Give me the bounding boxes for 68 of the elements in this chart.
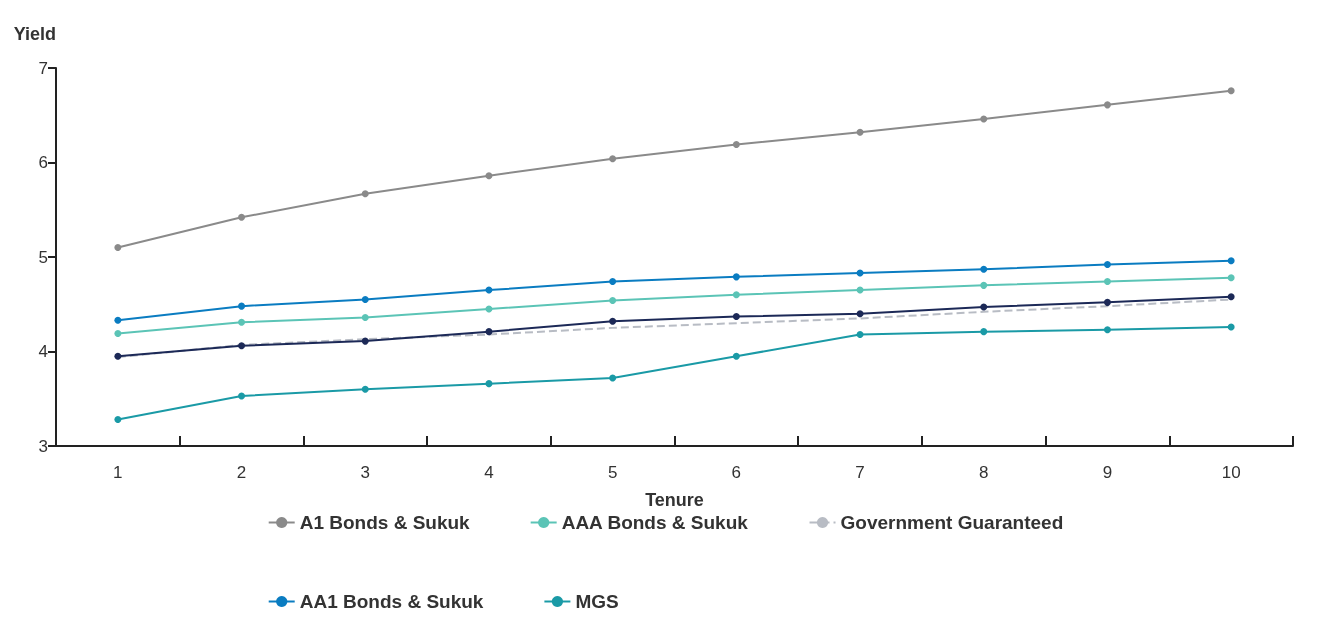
- legend-label: A1 Bonds & Sukuk: [299, 512, 471, 533]
- point: [1103, 326, 1111, 334]
- point: [114, 352, 122, 360]
- point: [609, 155, 617, 163]
- point: [856, 330, 864, 338]
- x-tick-label: 2: [236, 463, 247, 482]
- point: [361, 296, 369, 304]
- point: [238, 392, 246, 400]
- point: [1103, 101, 1111, 109]
- y-tick-label: 4: [38, 342, 48, 361]
- point: [856, 310, 864, 318]
- point: [1227, 293, 1235, 301]
- x-axis-title: Tenure: [645, 490, 704, 510]
- x-tick-label: 10: [1221, 463, 1241, 482]
- point: [238, 318, 246, 326]
- y-axis-title: Yield: [13, 24, 56, 44]
- point: [732, 313, 740, 321]
- point: [1227, 323, 1235, 331]
- y-tick-label: 3: [38, 436, 48, 456]
- y-tick-label: 7: [38, 58, 48, 78]
- legend-label: AA1 Bonds & Sukuk: [299, 591, 484, 612]
- x-tick-label: 8: [979, 463, 989, 482]
- point: [238, 342, 246, 350]
- point: [114, 316, 122, 324]
- x-tick-label: 9: [1102, 463, 1113, 482]
- point: [732, 141, 740, 149]
- point: [980, 303, 988, 311]
- y-tick-label: 6: [38, 153, 48, 172]
- legend-label: AAA Bonds & Sukuk: [561, 512, 749, 533]
- point: [980, 281, 988, 289]
- point: [609, 317, 617, 325]
- point: [114, 244, 122, 252]
- point: [361, 313, 369, 321]
- legend-label: Government Guaranteed: [840, 512, 1064, 533]
- point: [485, 328, 493, 336]
- point: [114, 416, 122, 424]
- point: [732, 273, 740, 281]
- point: [609, 278, 617, 286]
- x-tick-label: 7: [855, 463, 865, 482]
- point: [609, 296, 617, 304]
- point: [238, 213, 246, 221]
- point: [980, 265, 988, 273]
- y-tick-label: 5: [38, 247, 48, 267]
- point: [1103, 261, 1111, 269]
- point: [980, 115, 988, 123]
- legend-label: MGS: [575, 591, 619, 612]
- point: [1227, 87, 1235, 95]
- point: [114, 330, 122, 338]
- point: [732, 352, 740, 360]
- point: [238, 302, 246, 310]
- x-tick-label: 3: [360, 463, 370, 482]
- point: [485, 172, 493, 180]
- x-tick-label: 5: [607, 463, 618, 482]
- point: [1103, 278, 1111, 286]
- point: [856, 128, 864, 136]
- x-tick-label: 4: [484, 463, 494, 482]
- point: [361, 385, 369, 393]
- point: [361, 190, 369, 198]
- point: [609, 374, 617, 382]
- point: [980, 328, 988, 336]
- x-tick-label: 6: [731, 463, 742, 482]
- point: [732, 291, 740, 299]
- point: [1103, 298, 1111, 306]
- point: [1227, 257, 1235, 265]
- point: [361, 337, 369, 345]
- x-tick-label: 1: [113, 463, 123, 482]
- point: [1227, 274, 1235, 282]
- point: [485, 380, 493, 388]
